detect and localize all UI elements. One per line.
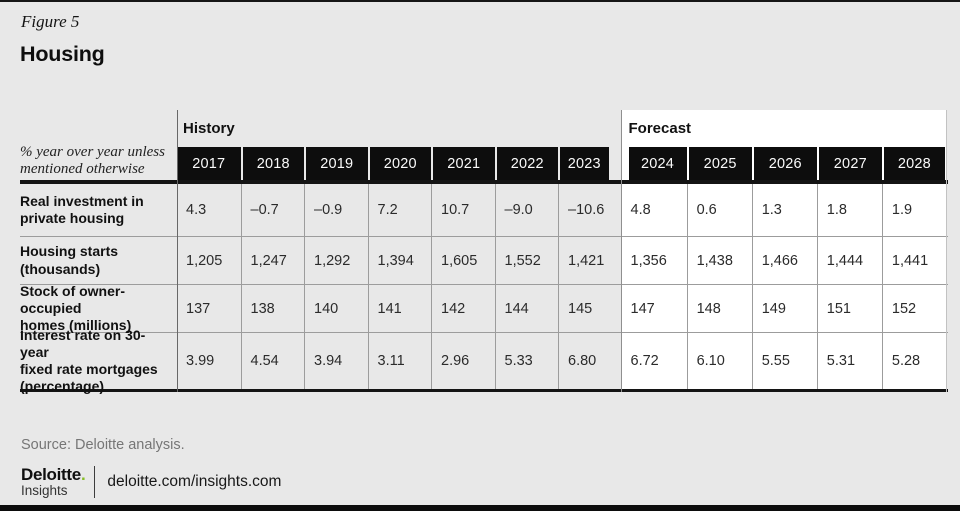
logo-brand-text: Deloitte bbox=[21, 465, 81, 484]
label-column-divider bbox=[177, 110, 178, 392]
year-header-2023: 2023 bbox=[558, 147, 622, 180]
value-cell: 1,205 bbox=[186, 252, 223, 269]
year-header-2021: 2021 bbox=[431, 147, 495, 180]
value-cell: 1,438 bbox=[686, 237, 752, 284]
value-cell: 1,552 bbox=[494, 237, 559, 284]
value-cell: 1,292 bbox=[304, 237, 368, 284]
value-cell: –0.9 bbox=[304, 184, 368, 236]
value-cell: 4.8 bbox=[621, 184, 687, 236]
logo-divider bbox=[94, 466, 96, 499]
value-cell: 147 bbox=[621, 285, 687, 332]
value-cell: 4.54 bbox=[240, 333, 305, 389]
value-cell: 2.96 bbox=[431, 333, 495, 389]
value-cell: –10.6 bbox=[558, 184, 622, 236]
value-cell: 138 bbox=[240, 285, 305, 332]
year-header-2022: 2022 bbox=[494, 147, 558, 180]
value-cell: 141 bbox=[367, 285, 432, 332]
value-cell: 3.94 bbox=[304, 333, 368, 389]
value-cell: 5.31 bbox=[816, 333, 882, 389]
value-cell: 1.8 bbox=[816, 184, 882, 236]
value-cell: 1,444 bbox=[816, 237, 882, 284]
figure-number: Figure 5 bbox=[21, 12, 80, 31]
housing-data-table: History Forecast % year over year unless… bbox=[20, 110, 948, 395]
value-cell: 0.6 bbox=[686, 184, 752, 236]
year-header-2017: 2017 bbox=[177, 147, 241, 180]
year-header-2028: 2028 bbox=[881, 147, 947, 180]
value-cell: 1,605 bbox=[431, 237, 495, 284]
value-cell: 1.9 bbox=[881, 184, 947, 236]
table-row-housing-starts: Housing starts (thousands) 1,205 1,247 1… bbox=[20, 237, 948, 285]
value-cell: –9.0 bbox=[494, 184, 559, 236]
value-cell: 6.10 bbox=[686, 333, 752, 389]
value-cell: 148 bbox=[686, 285, 752, 332]
value-cell: 140 bbox=[304, 285, 368, 332]
table-row-interest-rate: Interest rate on 30-year fixed rate mort… bbox=[20, 326, 948, 395]
year-header-2027: 2027 bbox=[816, 147, 882, 180]
value-cell: 1,421 bbox=[558, 237, 622, 284]
year-header-row: % year over year unless mentioned otherw… bbox=[20, 143, 948, 184]
value-cell: –0.7 bbox=[240, 184, 305, 236]
value-cell: 6.80 bbox=[558, 333, 622, 389]
forecast-section-label: Forecast bbox=[621, 110, 947, 147]
value-cell: 152 bbox=[881, 285, 947, 332]
value-cell: 7.2 bbox=[367, 184, 432, 236]
figure-title: Housing bbox=[20, 42, 105, 66]
value-cell: 5.55 bbox=[751, 333, 817, 389]
insights-url[interactable]: deloitte.com/insights.com bbox=[107, 473, 282, 491]
year-header-2019: 2019 bbox=[304, 147, 368, 180]
value-cell: 149 bbox=[751, 285, 817, 332]
value-cell: 4.3 bbox=[186, 202, 207, 218]
year-header-2018: 2018 bbox=[240, 147, 304, 180]
value-cell: 142 bbox=[431, 285, 495, 332]
table-row-stock-homes: Stock of owner-occupied homes (millions)… bbox=[20, 282, 948, 334]
deloitte-insights-logo: Deloitte. Insights deloitte.com/insights… bbox=[21, 466, 281, 499]
units-note: % year over year unless mentioned otherw… bbox=[20, 143, 165, 178]
value-cell: 145 bbox=[558, 285, 622, 332]
year-header-2025: 2025 bbox=[686, 147, 752, 180]
corner-spacer bbox=[20, 110, 177, 147]
value-cell: 6.72 bbox=[621, 333, 687, 389]
row-label: Housing starts (thousands) bbox=[20, 243, 119, 277]
value-cell: 1,356 bbox=[621, 237, 687, 284]
value-cell: 3.11 bbox=[367, 333, 432, 389]
section-header-row: History Forecast bbox=[20, 110, 948, 147]
row-label: Real investment in private housing bbox=[20, 192, 144, 226]
bottom-rule bbox=[0, 505, 960, 511]
logo-sub-text: Insights bbox=[21, 483, 68, 498]
logo-wordmark: Deloitte. Insights bbox=[21, 465, 86, 499]
year-header-2024: 2024 bbox=[621, 147, 687, 180]
year-header-2020: 2020 bbox=[367, 147, 431, 180]
value-cell: 5.28 bbox=[881, 333, 947, 389]
row-label: Stock of owner-occupied homes (millions) bbox=[20, 282, 132, 334]
value-cell: 1.3 bbox=[751, 184, 817, 236]
table-row-real-investment: Real investment in private housing 4.3 –… bbox=[20, 184, 948, 237]
value-cell: 137 bbox=[186, 300, 211, 317]
value-cell: 144 bbox=[494, 285, 559, 332]
table-right-edge bbox=[946, 110, 947, 392]
row-label: Interest rate on 30-year fixed rate mort… bbox=[20, 326, 158, 395]
deloitte-green-dot: . bbox=[80, 465, 86, 484]
value-cell: 151 bbox=[816, 285, 882, 332]
logo-brand-line: Deloitte. bbox=[21, 465, 86, 484]
value-cell: 3.99 bbox=[186, 353, 215, 369]
source-note: Source: Deloitte analysis. bbox=[21, 437, 185, 453]
value-cell: 1,394 bbox=[367, 237, 432, 284]
history-section-label: History bbox=[183, 120, 235, 137]
value-cell: 1,247 bbox=[240, 237, 305, 284]
value-cell: 1,466 bbox=[751, 237, 817, 284]
value-cell: 5.33 bbox=[494, 333, 559, 389]
value-cell: 1,441 bbox=[881, 237, 947, 284]
year-header-2026: 2026 bbox=[751, 147, 817, 180]
top-rule bbox=[0, 0, 960, 2]
value-cell: 10.7 bbox=[431, 184, 495, 236]
history-forecast-divider bbox=[621, 110, 622, 392]
